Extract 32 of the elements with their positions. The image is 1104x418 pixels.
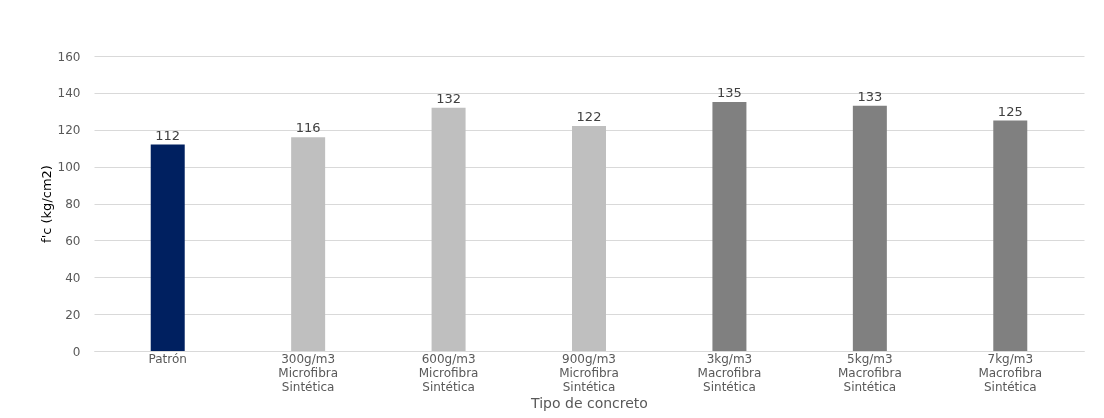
bar: [150, 144, 185, 351]
bar: [291, 137, 326, 351]
y-tick-label: 20: [65, 307, 81, 322]
y-axis-title: f'c (kg/cm2): [38, 165, 54, 243]
x-tick-label: 300g/m3 Microfibra Sintética: [278, 351, 339, 394]
bar: [993, 120, 1028, 351]
data-label: 112: [155, 127, 181, 143]
bar: [712, 102, 747, 351]
x-tick-label: 7kg/m3 Macrofibra Sintética: [978, 351, 1043, 394]
bar: [431, 107, 466, 351]
data-label: 132: [436, 90, 461, 106]
data-label: 116: [295, 120, 321, 136]
bar: [852, 105, 887, 351]
y-tick-label: 0: [72, 344, 81, 359]
y-tick-label: 60: [65, 233, 81, 248]
x-axis-title: Tipo de concreto: [530, 394, 648, 411]
bar: [572, 126, 606, 351]
y-tick-label: 80: [65, 197, 81, 211]
y-tick-label: 120: [57, 123, 81, 138]
x-tick-label: 900g/m3 Microfibra Sintética: [559, 351, 619, 394]
x-tick-label: Patrón: [148, 351, 187, 366]
data-label: 122: [576, 109, 602, 125]
x-tick-label: 600g/m3 Microfibra Sintética: [418, 351, 479, 394]
y-tick-label: 100: [57, 160, 81, 175]
data-label: 135: [717, 85, 742, 101]
x-tick-label: 5kg/m3 Macrofibra Sintética: [837, 351, 902, 394]
y-tick-label: 160: [57, 49, 81, 64]
data-label: 133: [857, 88, 883, 104]
data-label: 125: [997, 103, 1023, 119]
x-tick-label: 3kg/m3 Macrofibra Sintética: [697, 351, 762, 394]
y-tick-label: 40: [65, 270, 81, 285]
y-tick-label: 140: [57, 86, 81, 101]
